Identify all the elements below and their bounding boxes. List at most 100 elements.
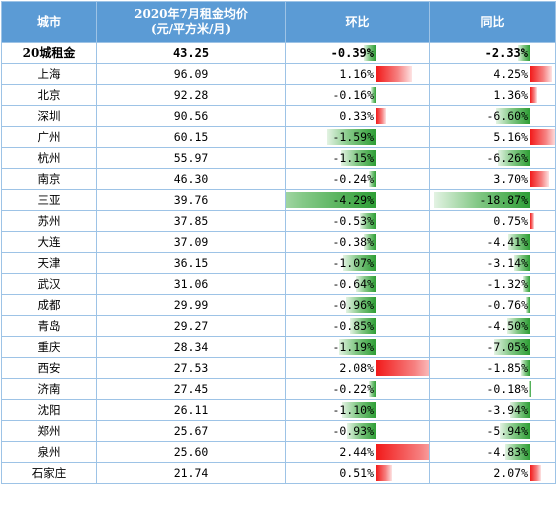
mom-value: -4.29% [332, 193, 374, 207]
rent-table: 城市 2020年7月租金均价 (元/平方米/月) 环比 同比 20城租金 43.… [1, 1, 556, 484]
rent-price: 29.27 [96, 315, 286, 337]
mom-data-bar [364, 234, 376, 250]
mom-value: 0.51% [339, 466, 374, 480]
mom-data-bar [286, 192, 376, 208]
yoy-data-bar [530, 171, 549, 187]
yoy-cell: -0.18% [429, 378, 556, 400]
table-row: 北京 92.28 -0.16% 1.36% [1, 84, 556, 106]
yoy-data-bar [498, 150, 530, 166]
city-name: 深圳 [1, 105, 97, 127]
yoy-data-bar [499, 423, 530, 439]
mom-cell: -1.10% [285, 399, 430, 421]
yoy-data-bar [507, 234, 530, 250]
mom-cell: -0.93% [285, 420, 430, 442]
header-rent: 2020年7月租金均价 (元/平方米/月) [96, 1, 286, 43]
mom-value: 2.44% [339, 445, 374, 459]
table-row: 武汉 31.06 -0.64% -1.32% [1, 273, 556, 295]
rent-price: 27.53 [96, 357, 286, 379]
mom-value: -0.85% [332, 319, 374, 333]
mom-value: -0.38% [332, 235, 374, 249]
table-row: 成都 29.99 -0.96% -0.76% [1, 294, 556, 316]
yoy-cell: -3.94% [429, 399, 556, 421]
mom-value: -0.93% [332, 424, 374, 438]
city-name: 广州 [1, 126, 97, 148]
mom-cell: -0.38% [285, 231, 430, 253]
mom-data-bar [356, 276, 376, 292]
yoy-data-bar [530, 66, 552, 82]
yoy-data-bar [530, 129, 555, 145]
mom-data-bar [376, 444, 429, 460]
city-name: 郑州 [1, 420, 97, 442]
mom-value: 1.16% [339, 67, 374, 81]
yoy-value: -3.94% [486, 403, 528, 417]
city-name: 上海 [1, 63, 97, 85]
yoy-value: 2.07% [493, 466, 528, 480]
yoy-cell: -1.85% [429, 357, 556, 379]
city-name: 武汉 [1, 273, 97, 295]
mom-cell: -0.24% [285, 168, 430, 190]
table-body: 20城租金 43.25 -0.39% -2.33% 上海 96.09 1.16% 4.… [1, 42, 556, 484]
yoy-cell: 1.36% [429, 84, 556, 106]
yoy-data-bar [523, 276, 530, 292]
summary-mom-data-bar [364, 45, 376, 61]
yoy-cell: -4.50% [429, 315, 556, 337]
yoy-data-bar [529, 381, 531, 397]
city-name: 北京 [1, 84, 97, 106]
yoy-value: -4.83% [486, 445, 528, 459]
mom-data-bar [339, 339, 376, 355]
yoy-value: 3.70% [493, 172, 528, 186]
mom-data-bar [342, 402, 376, 418]
yoy-data-bar [494, 339, 530, 355]
mom-data-bar [369, 381, 376, 397]
mom-cell: 2.44% [285, 441, 430, 463]
yoy-data-bar [496, 108, 530, 124]
city-name: 成都 [1, 294, 97, 316]
mom-value: -0.22% [332, 382, 374, 396]
rent-price: 60.15 [96, 126, 286, 148]
mom-value: -0.53% [332, 214, 374, 228]
mom-cell: 2.08% [285, 357, 430, 379]
yoy-value: -0.76% [486, 298, 528, 312]
table-row: 上海 96.09 1.16% 4.25% [1, 63, 556, 85]
mom-value: -0.24% [332, 172, 374, 186]
yoy-data-bar [520, 360, 530, 376]
mom-value: -1.10% [332, 403, 374, 417]
table-row: 青岛 29.27 -0.85% -4.50% [1, 315, 556, 337]
table-row: 苏州 37.85 -0.53% 0.75% [1, 210, 556, 232]
mom-cell: -1.59% [285, 126, 430, 148]
yoy-data-bar [530, 87, 537, 103]
mom-cell: 0.51% [285, 462, 430, 484]
summary-yoy-value: -2.33% [484, 46, 528, 60]
header-rent-line1: 2020年7月租金均价 [134, 7, 248, 21]
city-name: 泉州 [1, 441, 97, 463]
city-name: 沈阳 [1, 399, 97, 421]
mom-value: -1.59% [332, 130, 374, 144]
yoy-value: -0.18% [486, 382, 528, 396]
yoy-cell: -18.87% [429, 189, 556, 211]
yoy-data-bar [434, 192, 530, 208]
mom-data-bar [371, 87, 376, 103]
city-name: 大连 [1, 231, 97, 253]
mom-data-bar [376, 108, 387, 124]
yoy-data-bar [514, 255, 530, 271]
table-row: 重庆 28.34 -1.19% -7.05% [1, 336, 556, 358]
summary-rent: 43.25 [96, 42, 286, 64]
mom-data-bar [327, 129, 376, 145]
mom-cell: -1.15% [285, 147, 430, 169]
mom-cell: -0.16% [285, 84, 430, 106]
mom-cell: -0.96% [285, 294, 430, 316]
city-name: 南京 [1, 168, 97, 190]
mom-data-bar [376, 66, 412, 82]
yoy-cell: -7.05% [429, 336, 556, 358]
yoy-cell: 5.16% [429, 126, 556, 148]
rent-price: 37.85 [96, 210, 286, 232]
rent-price: 25.60 [96, 441, 286, 463]
yoy-data-bar [530, 213, 534, 229]
yoy-cell: 2.07% [429, 462, 556, 484]
city-name: 三亚 [1, 189, 97, 211]
yoy-cell: -4.41% [429, 231, 556, 253]
yoy-value: -3.14% [486, 256, 528, 270]
mom-data-bar [368, 171, 376, 187]
summary-mom-cell: -0.39% [285, 42, 430, 64]
mom-value: -0.64% [332, 277, 374, 291]
